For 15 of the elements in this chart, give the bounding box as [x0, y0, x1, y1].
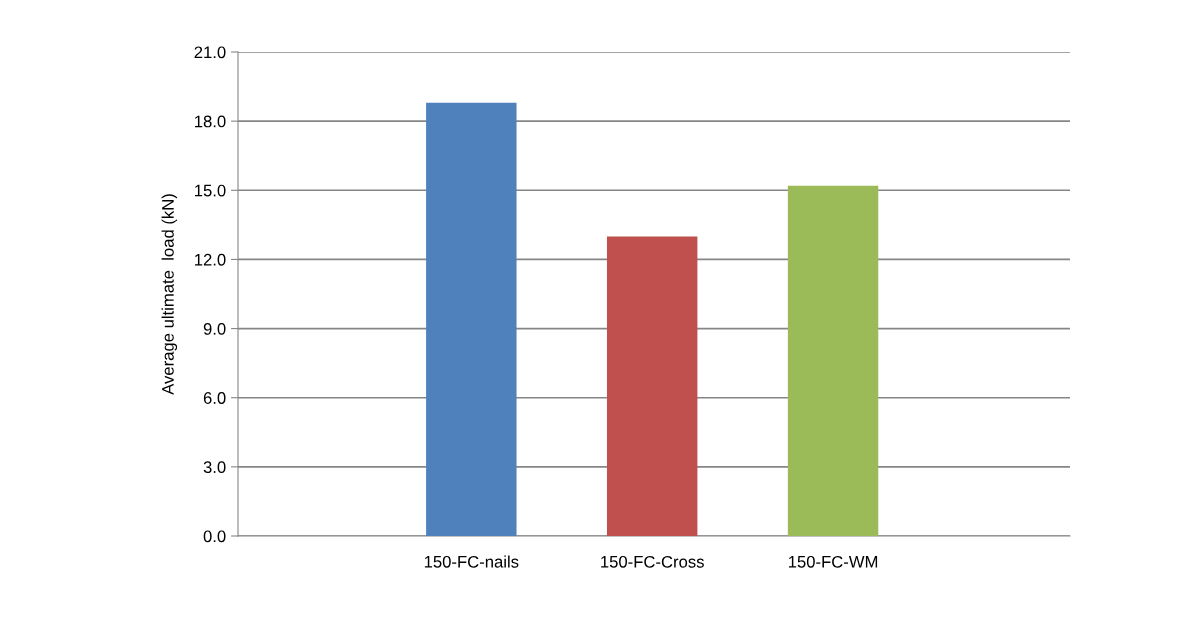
- bar: [787, 185, 879, 536]
- bar: [606, 236, 698, 536]
- x-tick-label: 150-FC-WM: [788, 555, 878, 568]
- y-tick-label: 6.0: [203, 392, 226, 404]
- y-tick-label: 15.0: [195, 184, 226, 197]
- x-tick-label: 150-FC-nails: [424, 555, 519, 568]
- y-tick-label: 9.0: [203, 322, 226, 335]
- y-tick-label: 12.0: [195, 253, 226, 266]
- y-tick-label: 18.0: [195, 115, 226, 128]
- y-tick-label: 0.0: [203, 530, 226, 543]
- y-axis-title: Average ultimate load (kN): [161, 194, 178, 395]
- bar: [426, 102, 517, 536]
- y-tick-label: 3.0: [203, 461, 226, 474]
- x-tick-label: 150-FC-Cross: [601, 555, 704, 568]
- y-tick-label: 21.0: [194, 46, 226, 59]
